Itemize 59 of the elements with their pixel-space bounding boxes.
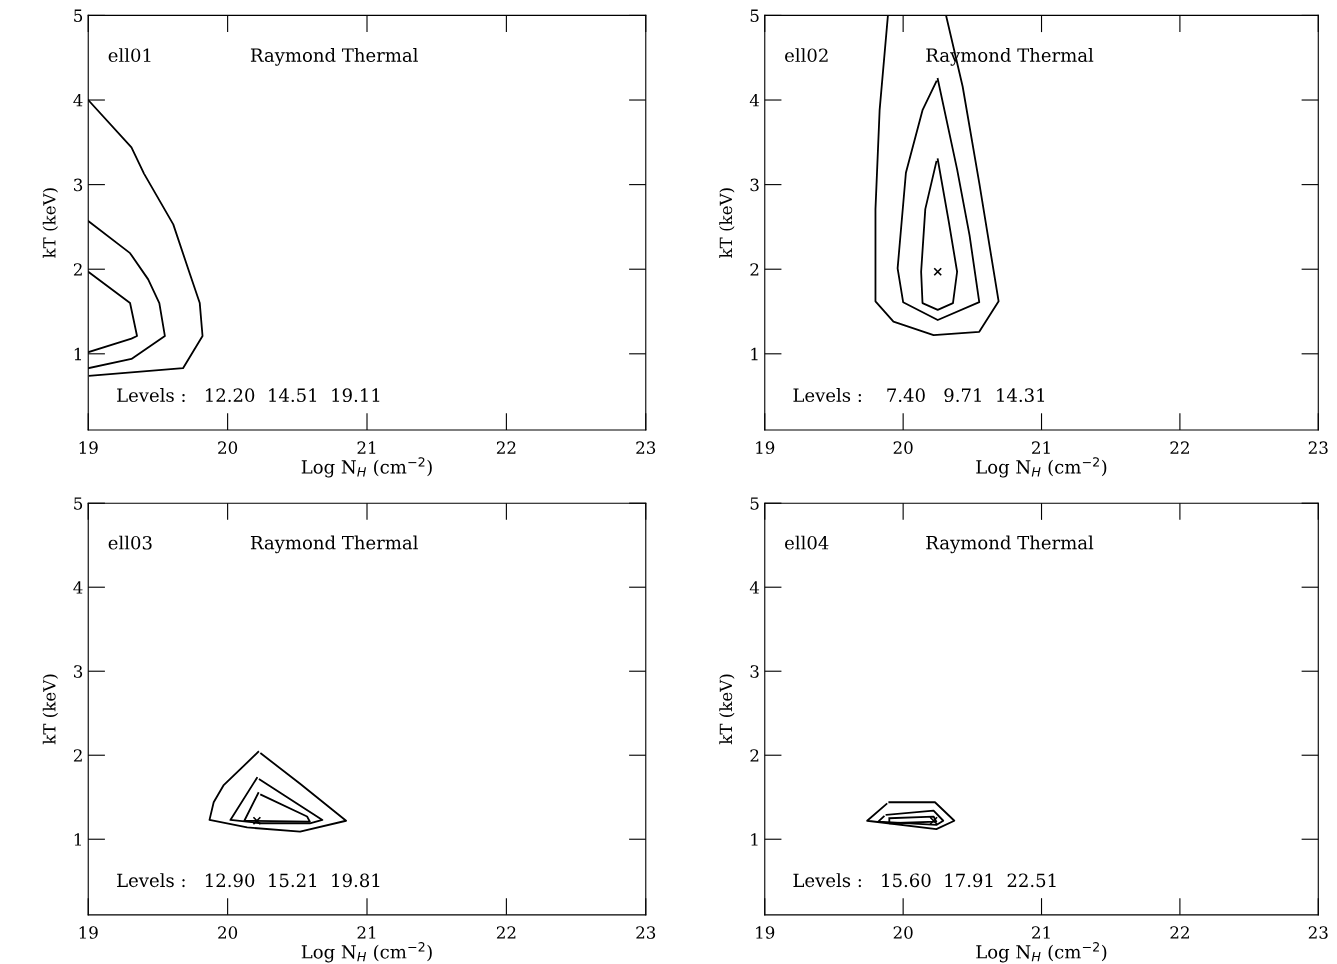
x-tick-label: 22 bbox=[496, 926, 516, 939]
y-tick-label: 5 bbox=[750, 497, 759, 510]
annotation: Raymond Thermal bbox=[250, 535, 418, 554]
x-tick-label: 23 bbox=[1308, 441, 1328, 454]
y-tick-label: 4 bbox=[749, 93, 760, 107]
y-tick-label: 5 bbox=[750, 9, 759, 22]
x-tick-label: 19 bbox=[79, 441, 98, 454]
annotation: Levels : 12.90 15.21 19.81 bbox=[117, 873, 380, 888]
y-tick-label: 2 bbox=[750, 263, 759, 276]
y-tick-label: 1 bbox=[74, 347, 82, 361]
annotation: Raymond Thermal bbox=[250, 48, 418, 66]
x-axis-title: Log N$_{H}$ (cm$^{−2}$) bbox=[976, 942, 1107, 963]
x-tick-label: 21 bbox=[1032, 926, 1050, 939]
y-tick-label: 2 bbox=[750, 749, 759, 762]
y-tick-label: 3 bbox=[74, 665, 83, 678]
annotation: ell02 bbox=[785, 48, 828, 63]
x-tick-label: 21 bbox=[1032, 441, 1050, 454]
y-tick-label: 1 bbox=[751, 833, 758, 846]
y-tick-label: 1 bbox=[751, 347, 758, 361]
x-tick-label: 20 bbox=[893, 441, 913, 454]
y-tick-label: 3 bbox=[74, 178, 83, 192]
y-tick-label: 3 bbox=[750, 178, 759, 192]
x-tick-label: 20 bbox=[893, 926, 913, 939]
x-tick-label: 21 bbox=[357, 926, 376, 939]
x-tick-label: 23 bbox=[636, 441, 656, 454]
y-tick-label: 2 bbox=[73, 263, 82, 276]
annotation: Raymond Thermal bbox=[926, 535, 1094, 554]
y-axis-title: kT (keV) bbox=[719, 674, 735, 745]
annotation: Levels : 15.60 17.91 22.51 bbox=[793, 873, 1056, 888]
x-tick-label: 22 bbox=[1170, 441, 1189, 454]
y-tick-label: 1 bbox=[74, 833, 82, 846]
annotation: ell04 bbox=[785, 535, 829, 550]
y-tick-label: 2 bbox=[73, 749, 82, 762]
annotation: Levels : 12.20 14.51 19.11 bbox=[117, 388, 380, 403]
x-axis-title: Log N$_{H}$ (cm$^{−2}$) bbox=[301, 942, 432, 963]
y-axis-title: kT (keV) bbox=[42, 188, 59, 258]
annotation: Levels : 7.40 9.71 14.31 bbox=[793, 388, 1045, 403]
y-axis-title: kT (keV) bbox=[719, 188, 735, 258]
y-tick-label: 3 bbox=[750, 665, 759, 678]
x-tick-label: 19 bbox=[756, 441, 775, 454]
annotation: ell01 bbox=[108, 48, 151, 63]
x-tick-label: 21 bbox=[357, 441, 376, 454]
y-tick-label: 4 bbox=[749, 581, 760, 594]
x-tick-label: 23 bbox=[636, 926, 656, 939]
y-tick-label: 4 bbox=[73, 93, 83, 107]
y-axis-title: kT (keV) bbox=[42, 674, 59, 745]
x-tick-label: 19 bbox=[79, 926, 98, 939]
x-tick-label: 19 bbox=[756, 926, 775, 939]
annotation: ell03 bbox=[108, 535, 152, 550]
x-tick-label: 23 bbox=[1308, 926, 1328, 939]
x-tick-label: 20 bbox=[218, 441, 238, 454]
x-tick-label: 20 bbox=[218, 926, 238, 939]
x-axis-title: Log N$_{H}$ (cm$^{−2}$) bbox=[976, 457, 1107, 478]
y-tick-label: 4 bbox=[73, 581, 83, 594]
x-tick-label: 22 bbox=[1170, 926, 1189, 939]
y-tick-label: 5 bbox=[74, 9, 83, 22]
x-tick-label: 22 bbox=[496, 441, 516, 454]
y-tick-label: 5 bbox=[74, 497, 83, 510]
x-axis-title: Log N$_{H}$ (cm$^{−2}$) bbox=[301, 457, 432, 478]
